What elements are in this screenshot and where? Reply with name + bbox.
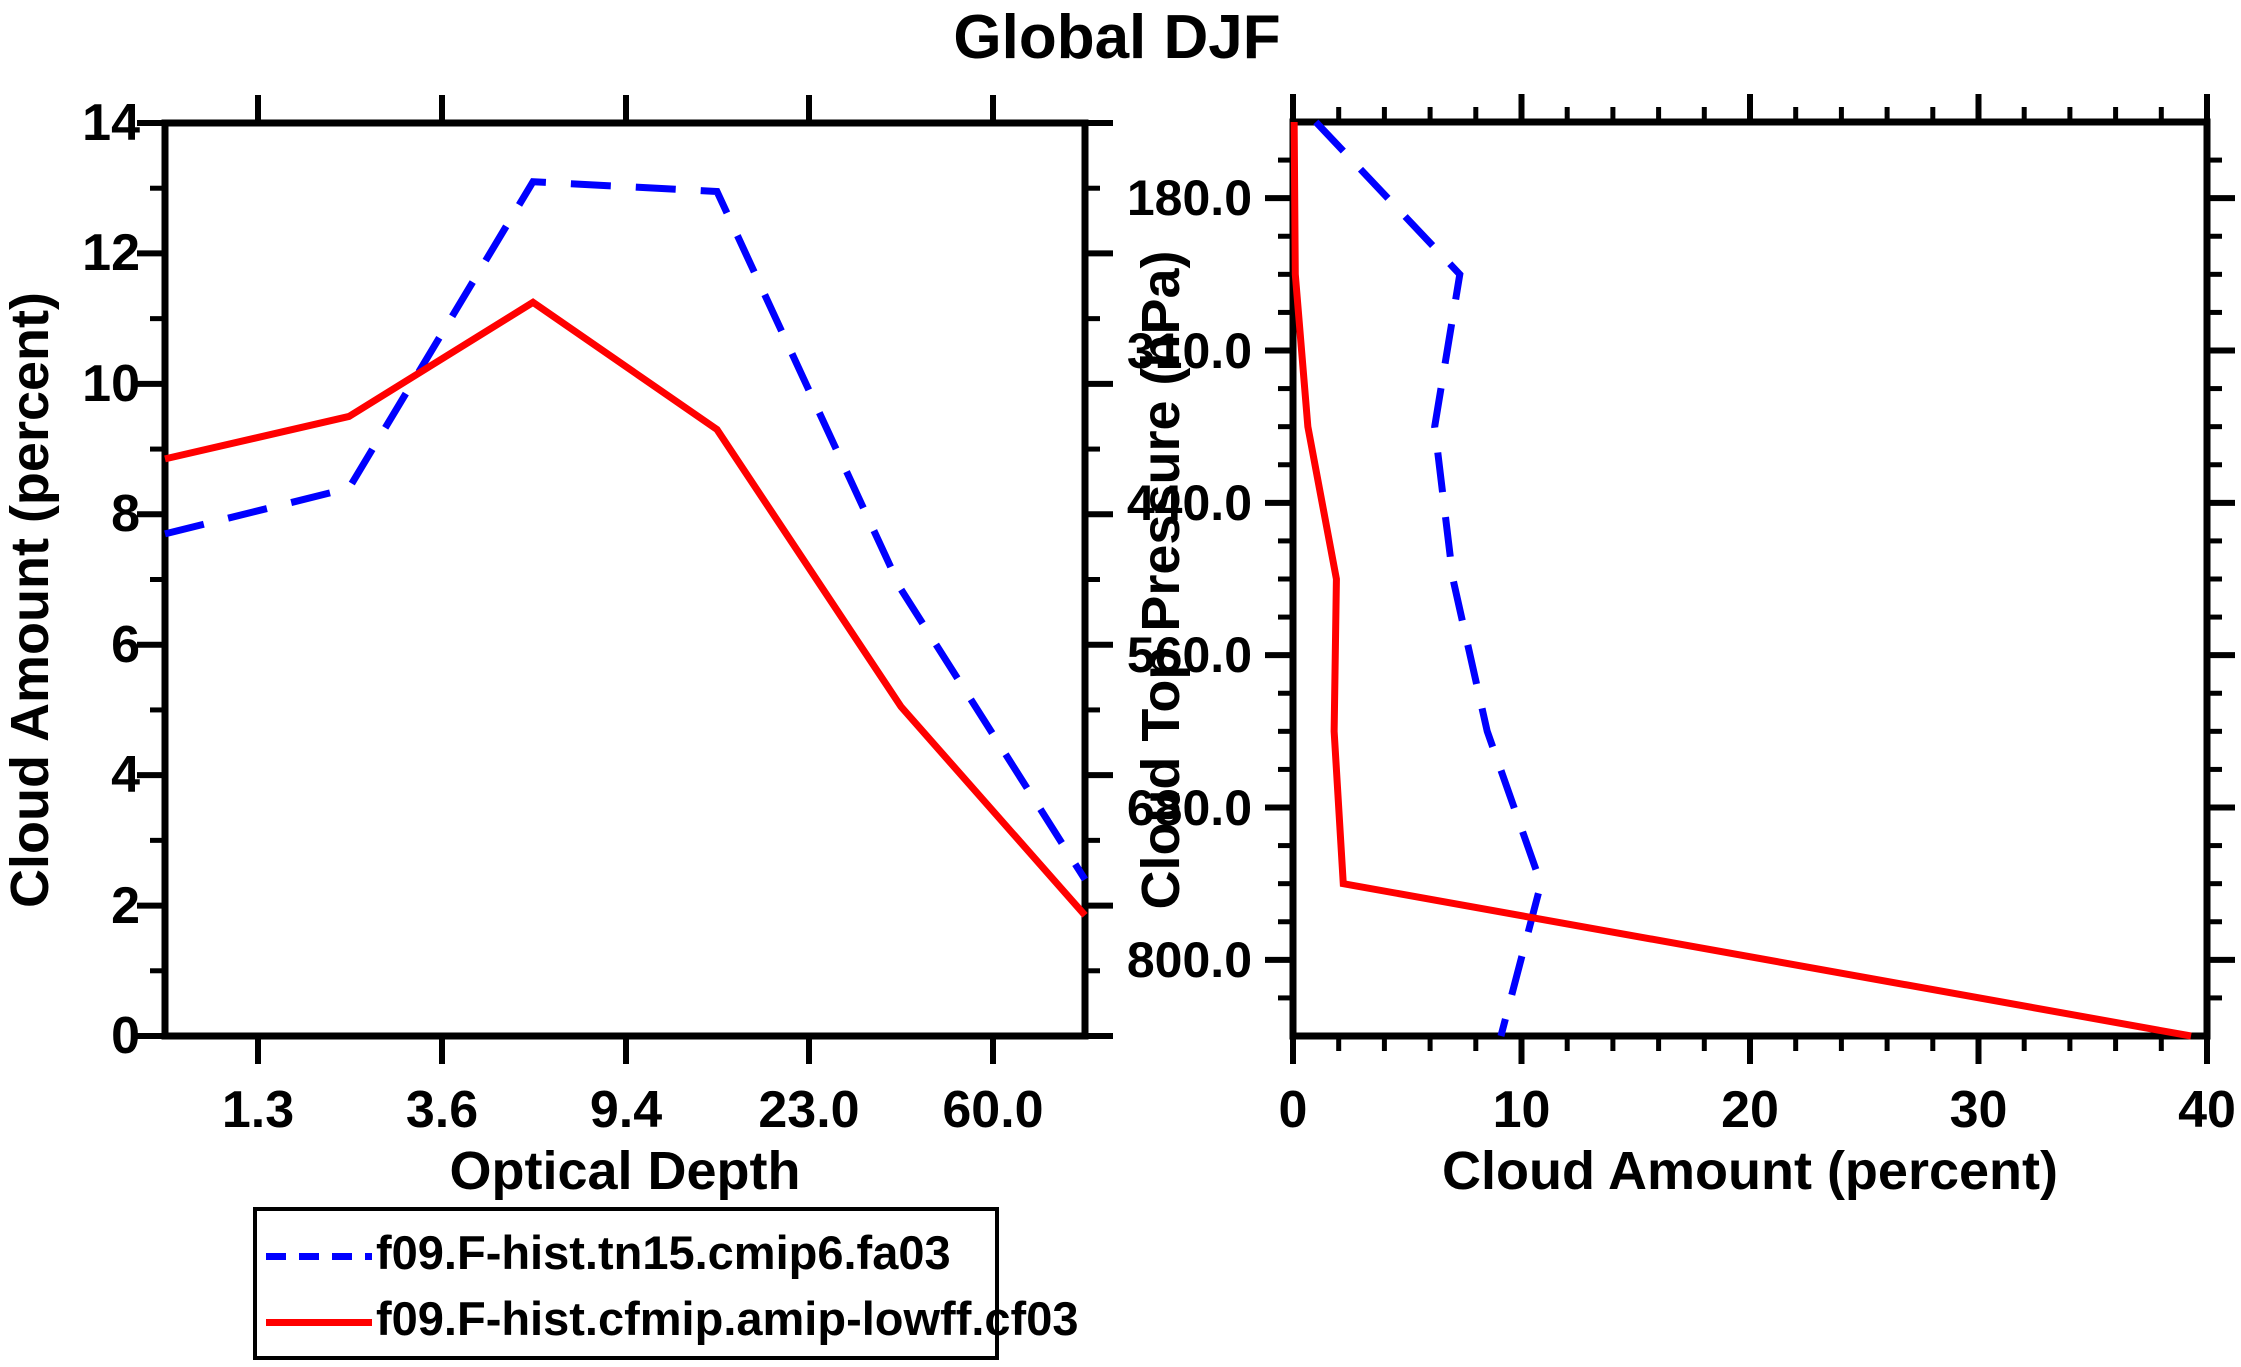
left-x-tick-label: 1.3 — [221, 1081, 295, 1139]
left-y-tick-label: 2 — [111, 876, 140, 935]
right-y-tick-label: 680.0 — [1126, 779, 1252, 836]
left-y-tick-label: 6 — [111, 615, 140, 674]
legend-line-solid-red — [266, 1319, 372, 1326]
right-y-tick-label: 440.0 — [1126, 474, 1252, 531]
figure-title: Global DJF — [953, 3, 1281, 72]
legend-line-dashed-blue — [266, 1253, 372, 1260]
right-y-tick-label: 310.0 — [1126, 322, 1252, 379]
right-y-tick-label: 180.0 — [1126, 170, 1252, 227]
left-y-tick-label: 12 — [82, 224, 140, 283]
right-x-axis-title: Cloud Amount (percent) — [1442, 1141, 2058, 1201]
left-x-tick-label: 23.0 — [758, 1081, 860, 1139]
right-y-tick-label: 560.0 — [1126, 627, 1252, 684]
right-x-tick-label: 20 — [1721, 1081, 1779, 1139]
right-x-tick-label: 30 — [1949, 1081, 2008, 1139]
left-x-tick-label: 3.6 — [405, 1081, 479, 1139]
right-x-tick-label: 0 — [1278, 1081, 1308, 1139]
left-x-tick-label: 60.0 — [942, 1081, 1044, 1139]
legend-entry-cmip6: f09.F-hist.tn15.cmip6.fa03 — [257, 1227, 995, 1279]
left-y-tick-label: 14 — [82, 94, 140, 152]
right-x-tick-label: 40 — [2178, 1081, 2236, 1139]
legend-label: f09.F-hist.cfmip.amip-lowff.cf03 — [376, 1292, 1079, 1345]
left-y-tick-label: 4 — [111, 746, 140, 805]
left-x-axis-title: Optical Depth — [449, 1141, 801, 1201]
left-y-tick-label: 10 — [82, 354, 140, 413]
right-y-tick-label: 800.0 — [1126, 931, 1252, 988]
left-y-tick-label: 0 — [111, 1007, 140, 1065]
left-x-tick-label: 9.4 — [589, 1081, 663, 1139]
legend: f09.F-hist.tn15.cmip6.fa03 f09.F-hist.cf… — [253, 1207, 1078, 1360]
legend-entry-cfmip: f09.F-hist.cfmip.amip-lowff.cf03 — [257, 1293, 1078, 1345]
left-y-tick-label: 8 — [111, 485, 140, 544]
legend-label: f09.F-hist.tn15.cmip6.fa03 — [376, 1226, 951, 1279]
right-x-tick-label: 10 — [1492, 1081, 1551, 1139]
